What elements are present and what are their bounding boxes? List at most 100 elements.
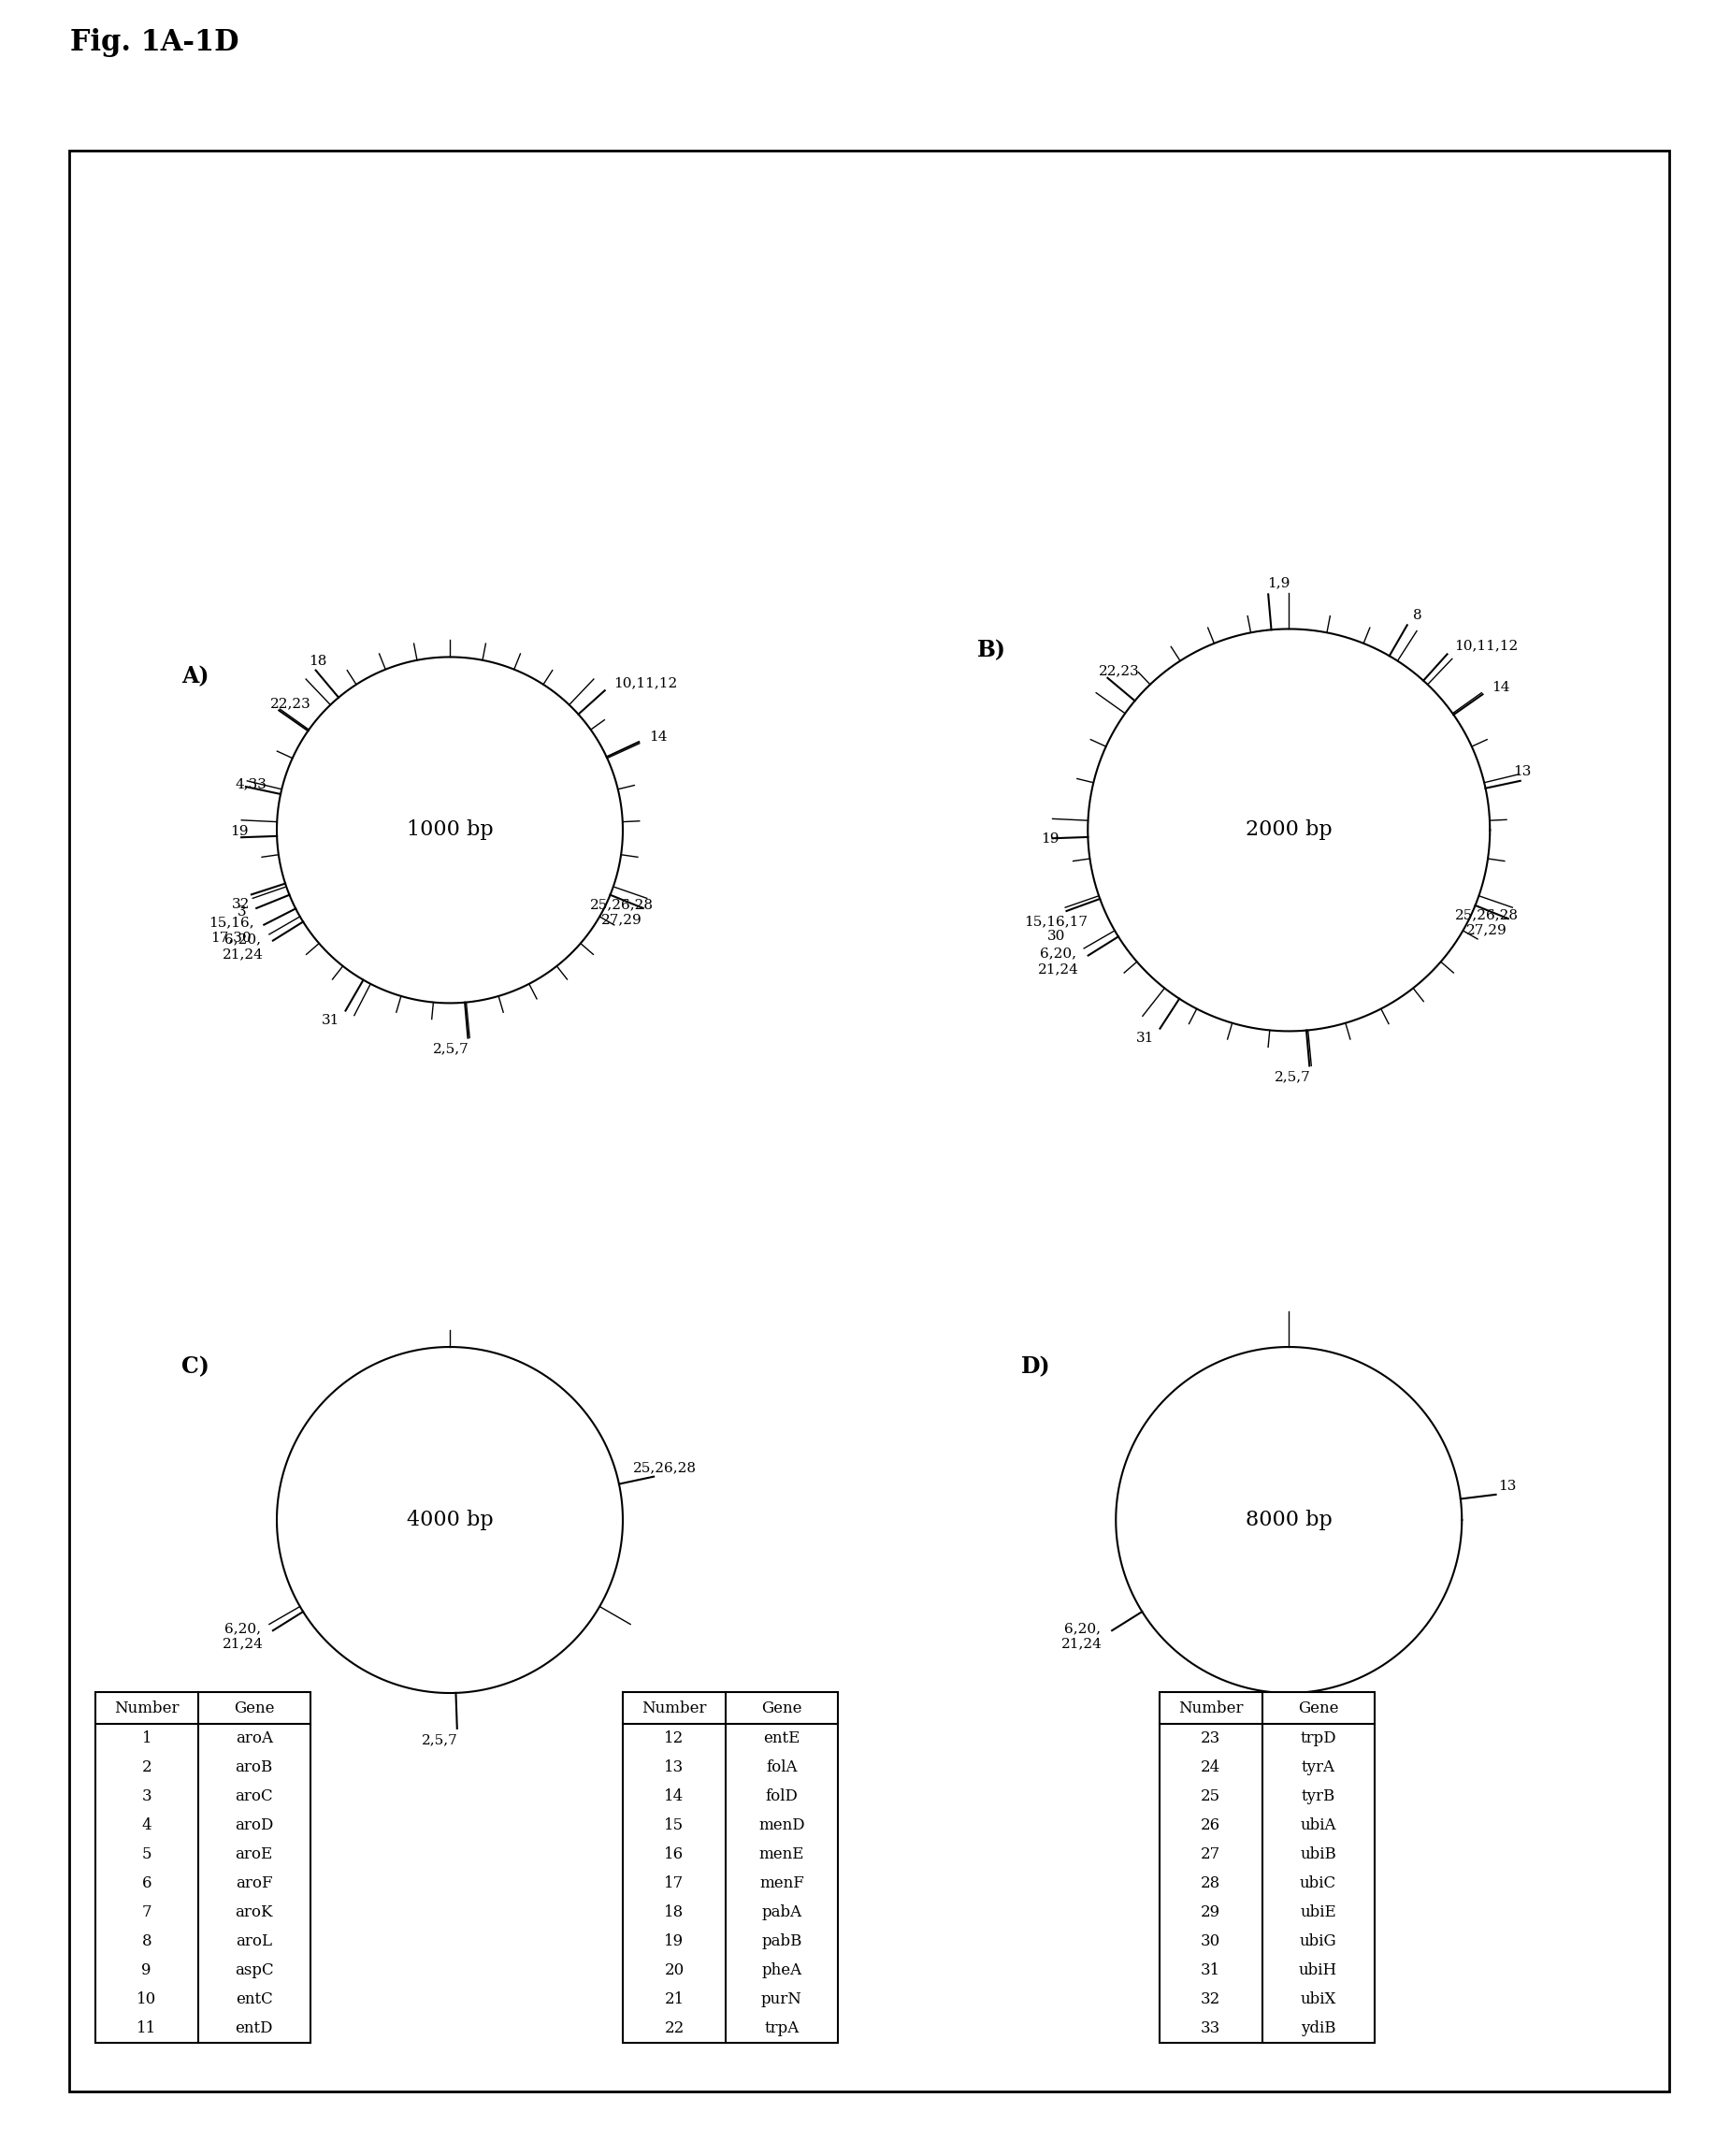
Text: folA: folA <box>766 1759 798 1777</box>
Text: 13: 13 <box>1514 765 1531 778</box>
Text: 32: 32 <box>1201 1992 1220 2007</box>
Text: B): B) <box>977 638 1007 662</box>
Text: Gene: Gene <box>1298 1701 1339 1716</box>
Text: 13: 13 <box>664 1759 683 1777</box>
Text: 5: 5 <box>142 1848 152 1863</box>
Text: 8: 8 <box>1413 608 1422 621</box>
Text: 2,5,7: 2,5,7 <box>420 1733 457 1746</box>
Text: aroC: aroC <box>235 1789 273 1805</box>
Text: aroL: aroL <box>235 1934 272 1949</box>
Text: menE: menE <box>759 1848 804 1863</box>
Text: 25,26,28
27,29: 25,26,28 27,29 <box>1455 910 1519 938</box>
Bar <box>623 1692 837 2044</box>
Text: 15: 15 <box>664 1818 683 1835</box>
Text: 4,33: 4,33 <box>235 778 266 791</box>
Text: D): D) <box>1021 1356 1050 1378</box>
Text: 12: 12 <box>664 1731 683 1746</box>
Text: 14: 14 <box>649 731 668 744</box>
Text: 1: 1 <box>142 1731 152 1746</box>
Text: 25,26,28: 25,26,28 <box>633 1462 697 1475</box>
Text: 22,23: 22,23 <box>270 696 311 711</box>
Text: 14: 14 <box>1491 681 1510 694</box>
Text: Number: Number <box>642 1701 708 1716</box>
Text: 28: 28 <box>1201 1876 1220 1891</box>
Text: Gene: Gene <box>234 1701 275 1716</box>
Text: 22,23: 22,23 <box>1099 664 1140 677</box>
Text: 23: 23 <box>1201 1731 1220 1746</box>
Text: tyrA: tyrA <box>1301 1759 1336 1777</box>
Text: 25,26,28
27,29: 25,26,28 27,29 <box>590 899 654 927</box>
Text: A): A) <box>182 666 209 688</box>
Text: 20: 20 <box>664 1962 683 1979</box>
Text: Number: Number <box>114 1701 180 1716</box>
Bar <box>95 1692 310 2044</box>
Text: 26: 26 <box>1201 1818 1220 1835</box>
Text: pheA: pheA <box>761 1962 803 1979</box>
Text: ubiC: ubiC <box>1299 1876 1336 1891</box>
Text: Number: Number <box>1178 1701 1244 1716</box>
Text: 9: 9 <box>142 1962 152 1979</box>
Text: 19: 19 <box>664 1934 683 1949</box>
Text: 13: 13 <box>1498 1481 1515 1494</box>
Text: 10: 10 <box>137 1992 156 2007</box>
Text: 21: 21 <box>664 1992 683 2007</box>
Text: purN: purN <box>761 1992 803 2007</box>
Text: entC: entC <box>235 1992 273 2007</box>
Text: 24: 24 <box>1201 1759 1220 1777</box>
Text: aroA: aroA <box>235 1731 273 1746</box>
Text: pabA: pabA <box>761 1904 803 1921</box>
Text: 18: 18 <box>664 1904 683 1921</box>
Text: 19: 19 <box>1041 832 1059 845</box>
Text: 4000 bp: 4000 bp <box>407 1509 493 1531</box>
Text: aspC: aspC <box>235 1962 273 1979</box>
Text: folD: folD <box>765 1789 798 1805</box>
Text: 33: 33 <box>1201 2020 1220 2037</box>
Text: 1,9: 1,9 <box>1268 576 1291 591</box>
Text: Fig. 1A-1D: Fig. 1A-1D <box>71 28 239 56</box>
Text: 6,20,
21,24: 6,20, 21,24 <box>1062 1621 1102 1651</box>
Text: 7: 7 <box>142 1904 152 1921</box>
Text: 2,5,7: 2,5,7 <box>1275 1069 1310 1084</box>
Text: 8000 bp: 8000 bp <box>1246 1509 1332 1531</box>
Text: aroK: aroK <box>235 1904 273 1921</box>
Text: 3: 3 <box>142 1789 152 1805</box>
Text: 2: 2 <box>142 1759 152 1777</box>
Text: tyrB: tyrB <box>1301 1789 1336 1805</box>
Text: 31: 31 <box>1201 1962 1220 1979</box>
Text: 3: 3 <box>237 906 246 918</box>
Text: trpD: trpD <box>1299 1731 1336 1746</box>
Text: ubiX: ubiX <box>1301 1992 1336 2007</box>
Text: 31: 31 <box>1137 1031 1154 1044</box>
Text: aroF: aroF <box>235 1876 273 1891</box>
Text: ubiB: ubiB <box>1299 1848 1336 1863</box>
Text: aroE: aroE <box>235 1848 273 1863</box>
Text: aroD: aroD <box>235 1818 273 1835</box>
Text: 8: 8 <box>142 1934 152 1949</box>
Text: ubiG: ubiG <box>1299 1934 1337 1949</box>
Text: menD: menD <box>758 1818 804 1835</box>
Text: 14: 14 <box>664 1789 683 1805</box>
Text: entD: entD <box>235 2020 273 2037</box>
Text: 4: 4 <box>142 1818 152 1835</box>
Text: 6: 6 <box>142 1876 152 1891</box>
Text: C): C) <box>182 1356 209 1378</box>
Text: 6,20,
21,24: 6,20, 21,24 <box>223 931 263 962</box>
Text: 18: 18 <box>308 655 327 668</box>
Text: ubiA: ubiA <box>1299 1818 1336 1835</box>
Text: 15,16,
17,30: 15,16, 17,30 <box>209 916 254 944</box>
Text: 32: 32 <box>232 899 249 912</box>
Text: 19: 19 <box>230 824 249 839</box>
Text: 10,11,12: 10,11,12 <box>612 677 676 690</box>
Text: pabB: pabB <box>761 1934 803 1949</box>
Text: 2,5,7: 2,5,7 <box>432 1044 469 1056</box>
Text: 29: 29 <box>1201 1904 1220 1921</box>
Text: 2000 bp: 2000 bp <box>1246 819 1332 841</box>
Text: 31: 31 <box>322 1013 339 1026</box>
Text: 6,20,
21,24: 6,20, 21,24 <box>223 1621 263 1651</box>
Text: menF: menF <box>759 1876 804 1891</box>
Bar <box>1159 1692 1374 2044</box>
Text: trpA: trpA <box>765 2020 799 2037</box>
Text: 15,16,17
30: 15,16,17 30 <box>1024 914 1088 942</box>
Text: 17: 17 <box>664 1876 683 1891</box>
Text: aroB: aroB <box>235 1759 273 1777</box>
